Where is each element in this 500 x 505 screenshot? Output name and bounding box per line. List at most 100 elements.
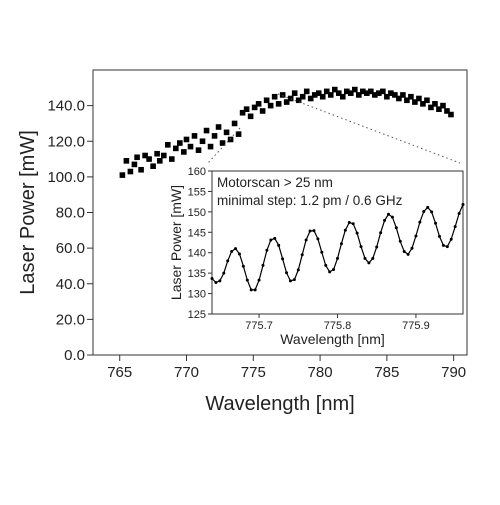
main-data-point [408,93,414,100]
inset-data-point [394,226,398,230]
inset-data-point [312,229,316,233]
main-data-point [156,158,163,164]
inset-data-point [363,256,367,260]
main-x-tick-label: 790 [441,364,466,381]
inset-data-point [253,288,257,292]
main-data-point [165,142,171,148]
main-y-tick-label: 140.0 [47,98,85,115]
inset-data-point [453,225,457,229]
inset-data-point [371,256,375,260]
main-data-point [134,154,140,161]
inset-data-point [261,263,265,267]
inset-data-point [383,218,387,222]
main-data-point [420,101,426,107]
main-data-point [287,95,294,102]
main-data-point [319,93,326,100]
main-data-point [448,111,454,118]
inset-data-point [336,256,339,260]
inset-annotation-line-2: minimal step: 1.2 pm / 0.6 GHz [217,193,403,208]
inset-plot: 775.7 775.8 775.9 125 130 135 140 145 150 155 160 W… [168,166,465,347]
main-y-tick-label: 80.0 [56,205,85,222]
main-data-point [119,172,126,178]
inset-data-point [218,279,222,283]
main-data-point [231,120,238,127]
main-data-point [347,90,354,96]
main-y-tick-label: 0.0 [64,347,85,364]
inset-y-tick-label: 135 [188,268,206,280]
main-data-point [259,108,266,114]
main-data-point [392,92,398,98]
inset-data-point [426,205,430,209]
inset-data-point [339,242,343,246]
inset-data-point [273,236,277,240]
main-data-point [364,90,370,96]
main-data-point [199,138,206,145]
inset-y-tick-label: 145 [188,227,206,239]
inset-data-point [292,278,296,282]
inset-data-point [320,250,324,254]
inset-data-point [437,234,441,238]
inset-y-tick-label: 140 [188,248,206,260]
main-y-tick-label: 100.0 [47,169,85,186]
main-y-tick-label: 60.0 [56,240,85,257]
inset-y-tick-label: 150 [188,207,206,219]
main-data-point [412,99,418,105]
inset-data-point [379,231,383,235]
main-y-tick-label: 20.0 [56,311,85,328]
inset-data-point [449,237,453,241]
main-y-tick-label: 120.0 [47,133,85,150]
inset-data-point [398,239,402,243]
main-data-point [303,88,310,95]
main-data-point [360,88,366,95]
inset-y-tick-label: 160 [188,166,206,178]
inset-data-point [269,238,273,242]
main-data-point [372,92,378,98]
main-data-point [239,109,246,116]
main-data-point [181,149,187,155]
main-data-point [376,90,382,96]
main-data-point [154,150,160,157]
inset-data-point [430,210,434,214]
main-x-axis-label: Wavelength [nm] [205,393,354,415]
inset-annotation-line-1: Motorscan > 25 nm [217,175,333,190]
main-data-point [191,133,198,139]
main-x-tick-label: 770 [174,364,199,381]
main-data-point [215,124,222,130]
inset-data-point [445,245,449,249]
inset-data-point [222,271,226,275]
main-y-tick-label: 40.0 [56,276,85,293]
inset-y-axis-label: Laser Power [mW] [168,185,184,300]
main-plot: 765 770 775 780 785 790 0.0 20.0 40.0 60.0 80.0 100… [17,69,468,415]
main-data-point [173,145,179,152]
main-data-point [428,104,434,111]
main-data-point [183,136,190,143]
inset-data-point [359,245,363,249]
main-data-point [416,95,422,102]
main-data-point [123,158,130,164]
inset-data-point [406,252,410,256]
main-data-point [131,161,138,168]
main-data-point [146,156,152,162]
main-data-point [339,93,346,100]
main-data-point [384,93,390,100]
main-data-point [223,129,230,136]
main-data-point [352,86,358,93]
main-data-point [203,127,210,134]
main-x-tick-label: 775 [241,364,266,381]
main-data-point [295,97,302,104]
main-data-point [160,152,167,159]
inset-data-point [422,209,426,213]
main-data-point [335,90,342,96]
inset-data-point [410,246,414,250]
main-data-point [327,92,334,98]
main-data-point [440,102,446,109]
main-data-point [315,90,322,96]
main-data-point [404,97,410,104]
inset-data-point [332,267,336,271]
main-data-point [271,93,278,100]
inset-data-point [461,203,465,207]
main-data-point [187,143,194,150]
main-data-point [227,136,234,143]
main-data-point [388,90,394,96]
